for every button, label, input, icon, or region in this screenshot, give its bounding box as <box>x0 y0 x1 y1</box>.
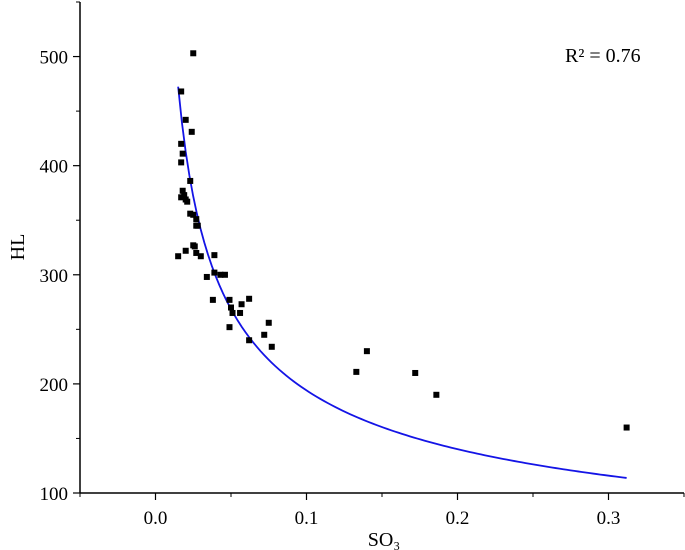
data-point <box>226 296 233 303</box>
data-point <box>226 324 233 331</box>
data-point <box>191 243 198 250</box>
data-point <box>353 368 360 375</box>
data-point <box>238 301 245 308</box>
y-tick-label: 300 <box>40 266 69 287</box>
data-point <box>182 116 189 123</box>
data-point <box>179 150 186 157</box>
data-point <box>193 216 200 223</box>
data-point <box>261 331 268 338</box>
data-point <box>209 296 216 303</box>
y-axis-ticks: 100 200 300 400 500 <box>40 1 80 505</box>
y-tick-label: 500 <box>40 48 69 69</box>
data-point <box>363 348 370 355</box>
r-squared-annotation: R² = 0.76 <box>565 45 641 67</box>
data-point <box>623 424 630 431</box>
data-point <box>246 337 253 344</box>
fit-curve-layer <box>177 86 627 479</box>
data-point <box>211 252 218 259</box>
data-point <box>221 271 228 278</box>
data-point <box>203 273 210 280</box>
data-point <box>181 192 188 199</box>
data-point <box>178 140 185 147</box>
data-point <box>178 88 185 95</box>
data-point <box>194 222 201 229</box>
data-point <box>268 343 275 350</box>
x-tick-label: 0.0 <box>144 508 168 529</box>
data-point <box>178 194 185 201</box>
data-point <box>433 391 440 398</box>
y-tick-label: 200 <box>40 375 69 396</box>
data-point <box>190 211 197 218</box>
data-point <box>178 159 185 166</box>
x-axis-label: SO₃ <box>368 529 401 550</box>
data-point <box>182 247 189 254</box>
data-point <box>237 309 244 316</box>
data-points-layer <box>175 50 630 431</box>
x-tick-label: 0.1 <box>295 508 319 529</box>
data-point <box>265 319 272 326</box>
x-axis-ticks: 0.0 0.1 0.2 0.3 <box>79 493 685 529</box>
x-tick-label: 0.3 <box>597 508 621 529</box>
x-tick-label: 0.2 <box>446 508 470 529</box>
y-tick-label: 400 <box>40 157 69 178</box>
y-axis-label: HL <box>7 234 29 261</box>
data-point <box>190 50 197 57</box>
data-point <box>197 253 204 260</box>
data-point <box>193 249 200 256</box>
data-point <box>211 269 218 276</box>
data-point <box>228 304 234 311</box>
y-tick-label: 100 <box>40 484 69 505</box>
data-point <box>188 128 195 135</box>
data-point <box>184 198 191 205</box>
plot-frame <box>79 2 684 494</box>
data-point <box>217 271 224 278</box>
data-point <box>175 253 182 260</box>
data-point <box>187 177 194 184</box>
data-point <box>246 295 253 302</box>
fit-curve <box>177 86 627 479</box>
data-point <box>179 187 186 194</box>
data-point <box>229 309 236 316</box>
data-point <box>412 369 419 376</box>
data-point <box>187 210 194 217</box>
